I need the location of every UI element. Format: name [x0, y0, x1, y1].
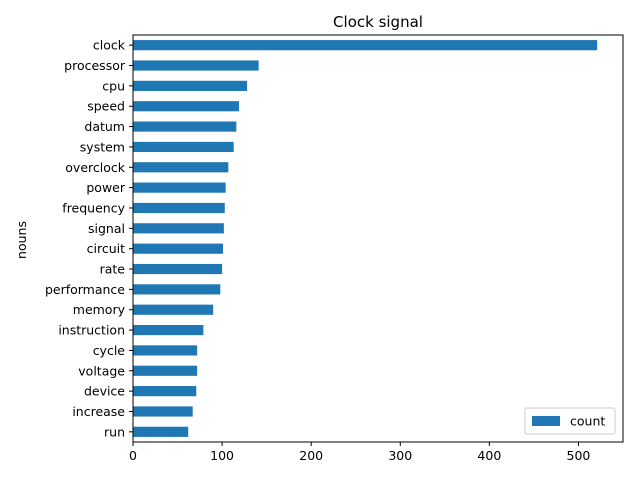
y-tick-label: system [80, 139, 125, 154]
bar-circuit [133, 243, 223, 254]
x-tick-label: 0 [129, 448, 137, 463]
bar-clock [133, 40, 598, 51]
x-ticks: 0 100 200 300 400 500 [129, 442, 590, 463]
bar-speed [133, 101, 240, 112]
y-tick-label: device [84, 384, 125, 399]
plot-frame [132, 34, 624, 443]
y-tick-label: frequency [62, 200, 125, 215]
y-ticks: clock processor cpu speed datum system overclo… [45, 38, 133, 439]
y-tick-label: cycle [93, 343, 126, 358]
x-tick-label: 200 [299, 448, 323, 463]
bar-processor [133, 60, 259, 71]
x-tick-label: 400 [477, 448, 501, 463]
legend-swatch [532, 416, 560, 426]
y-tick-label: processor [64, 58, 126, 73]
bar-instruction [133, 324, 204, 336]
bar-voltage [133, 365, 198, 376]
bar-system [133, 141, 234, 153]
y-tick-label: power [86, 180, 125, 195]
bar-cycle [133, 345, 198, 356]
y-tick-label: speed [87, 99, 125, 114]
legend: count [524, 407, 616, 435]
y-tick-label: increase [72, 404, 125, 419]
y-tick-label: instruction [58, 323, 125, 338]
bar-overclock [133, 162, 229, 173]
y-tick-label: clock [93, 38, 126, 53]
legend-box [524, 407, 616, 435]
x-tick-label: 100 [210, 448, 234, 463]
bars-group [133, 40, 598, 437]
y-axis-label: nouns [14, 221, 29, 259]
bar-device [133, 386, 197, 397]
y-tick-label: cpu [102, 78, 125, 93]
x-tick-label: 500 [567, 448, 591, 463]
bar-rate [133, 263, 223, 275]
y-tick-label: performance [45, 282, 125, 297]
bar-cpu [133, 80, 248, 91]
bar-power [133, 182, 226, 193]
y-tick-label: circuit [87, 241, 125, 256]
bar-increase [133, 406, 193, 417]
bar-memory [133, 304, 214, 315]
y-tick-label: overclock [65, 160, 125, 175]
chart-title: Clock signal [333, 13, 423, 31]
bar-performance [133, 284, 221, 295]
y-tick-label: rate [100, 262, 126, 277]
bar-run [133, 426, 189, 437]
y-tick-label: signal [88, 221, 125, 236]
y-tick-label: datum [84, 119, 125, 134]
bar-datum [133, 121, 237, 132]
legend-label: count [570, 414, 605, 429]
x-tick-label: 300 [388, 448, 412, 463]
y-tick-label: run [104, 424, 125, 439]
bar-signal [133, 223, 224, 234]
y-tick-label: memory [73, 302, 126, 317]
y-tick-label: voltage [78, 363, 125, 378]
bar-frequency [133, 202, 225, 214]
